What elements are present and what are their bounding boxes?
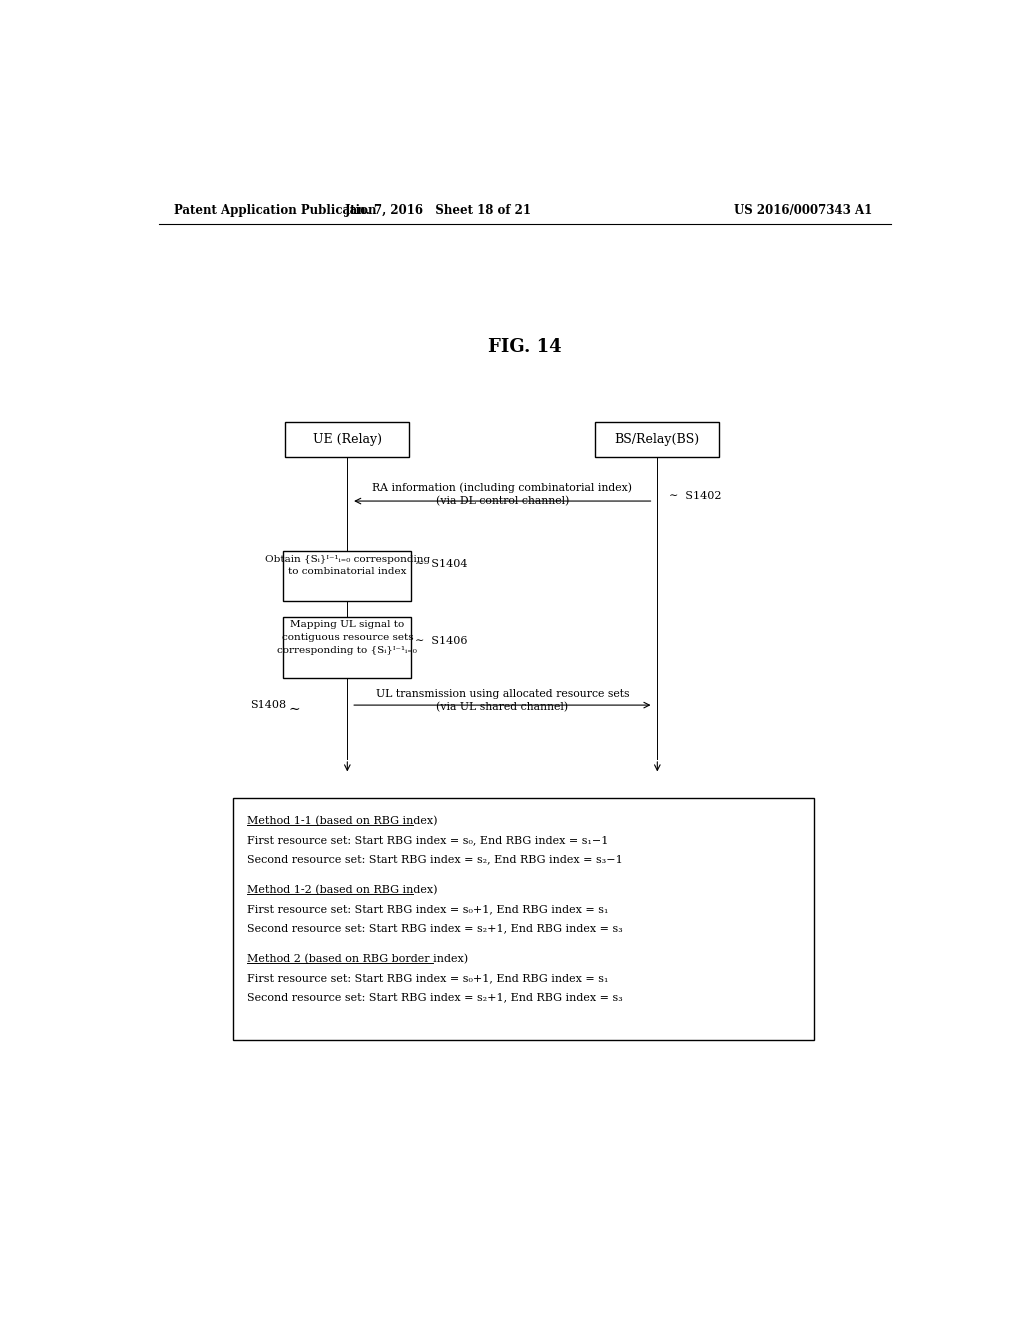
Text: Patent Application Publication: Patent Application Publication xyxy=(174,205,377,218)
Text: First resource set: Start RBG index = s₀, End RBG index = s₁−1: First resource set: Start RBG index = s₀… xyxy=(247,834,608,845)
Bar xyxy=(595,422,719,457)
Text: BS/Relay(BS): BS/Relay(BS) xyxy=(614,433,699,446)
Text: Obtain {Sᵢ}ᴵ⁻¹ᵢ₌₀ corresponding: Obtain {Sᵢ}ᴵ⁻¹ᵢ₌₀ corresponding xyxy=(265,556,430,564)
Text: Second resource set: Start RBG index = s₂+1, End RBG index = s₃: Second resource set: Start RBG index = s… xyxy=(247,924,623,933)
Bar xyxy=(284,550,412,601)
Text: ∼: ∼ xyxy=(289,702,300,715)
Text: FIG. 14: FIG. 14 xyxy=(488,338,561,356)
Text: RA information (including combinatorial index): RA information (including combinatorial … xyxy=(373,483,633,494)
Text: ∼  S1406: ∼ S1406 xyxy=(415,636,467,647)
Bar xyxy=(284,616,412,678)
Text: contiguous resource sets: contiguous resource sets xyxy=(282,632,413,642)
Text: Method 1-2 (based on RBG index): Method 1-2 (based on RBG index) xyxy=(247,884,437,895)
Text: ∼  S1402: ∼ S1402 xyxy=(669,491,722,500)
Text: Method 2 (based on RBG border index): Method 2 (based on RBG border index) xyxy=(247,954,468,965)
Text: (via UL shared channel): (via UL shared channel) xyxy=(436,701,568,711)
Text: Second resource set: Start RBG index = s₂+1, End RBG index = s₃: Second resource set: Start RBG index = s… xyxy=(247,993,623,1003)
Text: Jan. 7, 2016   Sheet 18 of 21: Jan. 7, 2016 Sheet 18 of 21 xyxy=(344,205,531,218)
Bar xyxy=(232,797,814,1040)
Text: (via DL control channel): (via DL control channel) xyxy=(435,496,569,506)
Text: Mapping UL signal to: Mapping UL signal to xyxy=(290,620,404,628)
Text: Method 1-1 (based on RBG index): Method 1-1 (based on RBG index) xyxy=(247,816,437,826)
Text: Second resource set: Start RBG index = s₂, End RBG index = s₃−1: Second resource set: Start RBG index = s… xyxy=(247,854,623,865)
Text: US 2016/0007343 A1: US 2016/0007343 A1 xyxy=(734,205,872,218)
Text: First resource set: Start RBG index = s₀+1, End RBG index = s₁: First resource set: Start RBG index = s₀… xyxy=(247,904,608,915)
Text: S1408: S1408 xyxy=(251,700,287,710)
Text: First resource set: Start RBG index = s₀+1, End RBG index = s₁: First resource set: Start RBG index = s₀… xyxy=(247,973,608,983)
Text: UE (Relay): UE (Relay) xyxy=(312,433,382,446)
Text: ∼  S1404: ∼ S1404 xyxy=(415,560,467,569)
Text: UL transmission using allocated resource sets: UL transmission using allocated resource… xyxy=(376,689,629,698)
Text: to combinatorial index: to combinatorial index xyxy=(288,568,407,577)
Text: corresponding to {Sᵢ}ᴵ⁻¹ᵢ₌₀: corresponding to {Sᵢ}ᴵ⁻¹ᵢ₌₀ xyxy=(278,645,417,655)
Bar xyxy=(286,422,410,457)
